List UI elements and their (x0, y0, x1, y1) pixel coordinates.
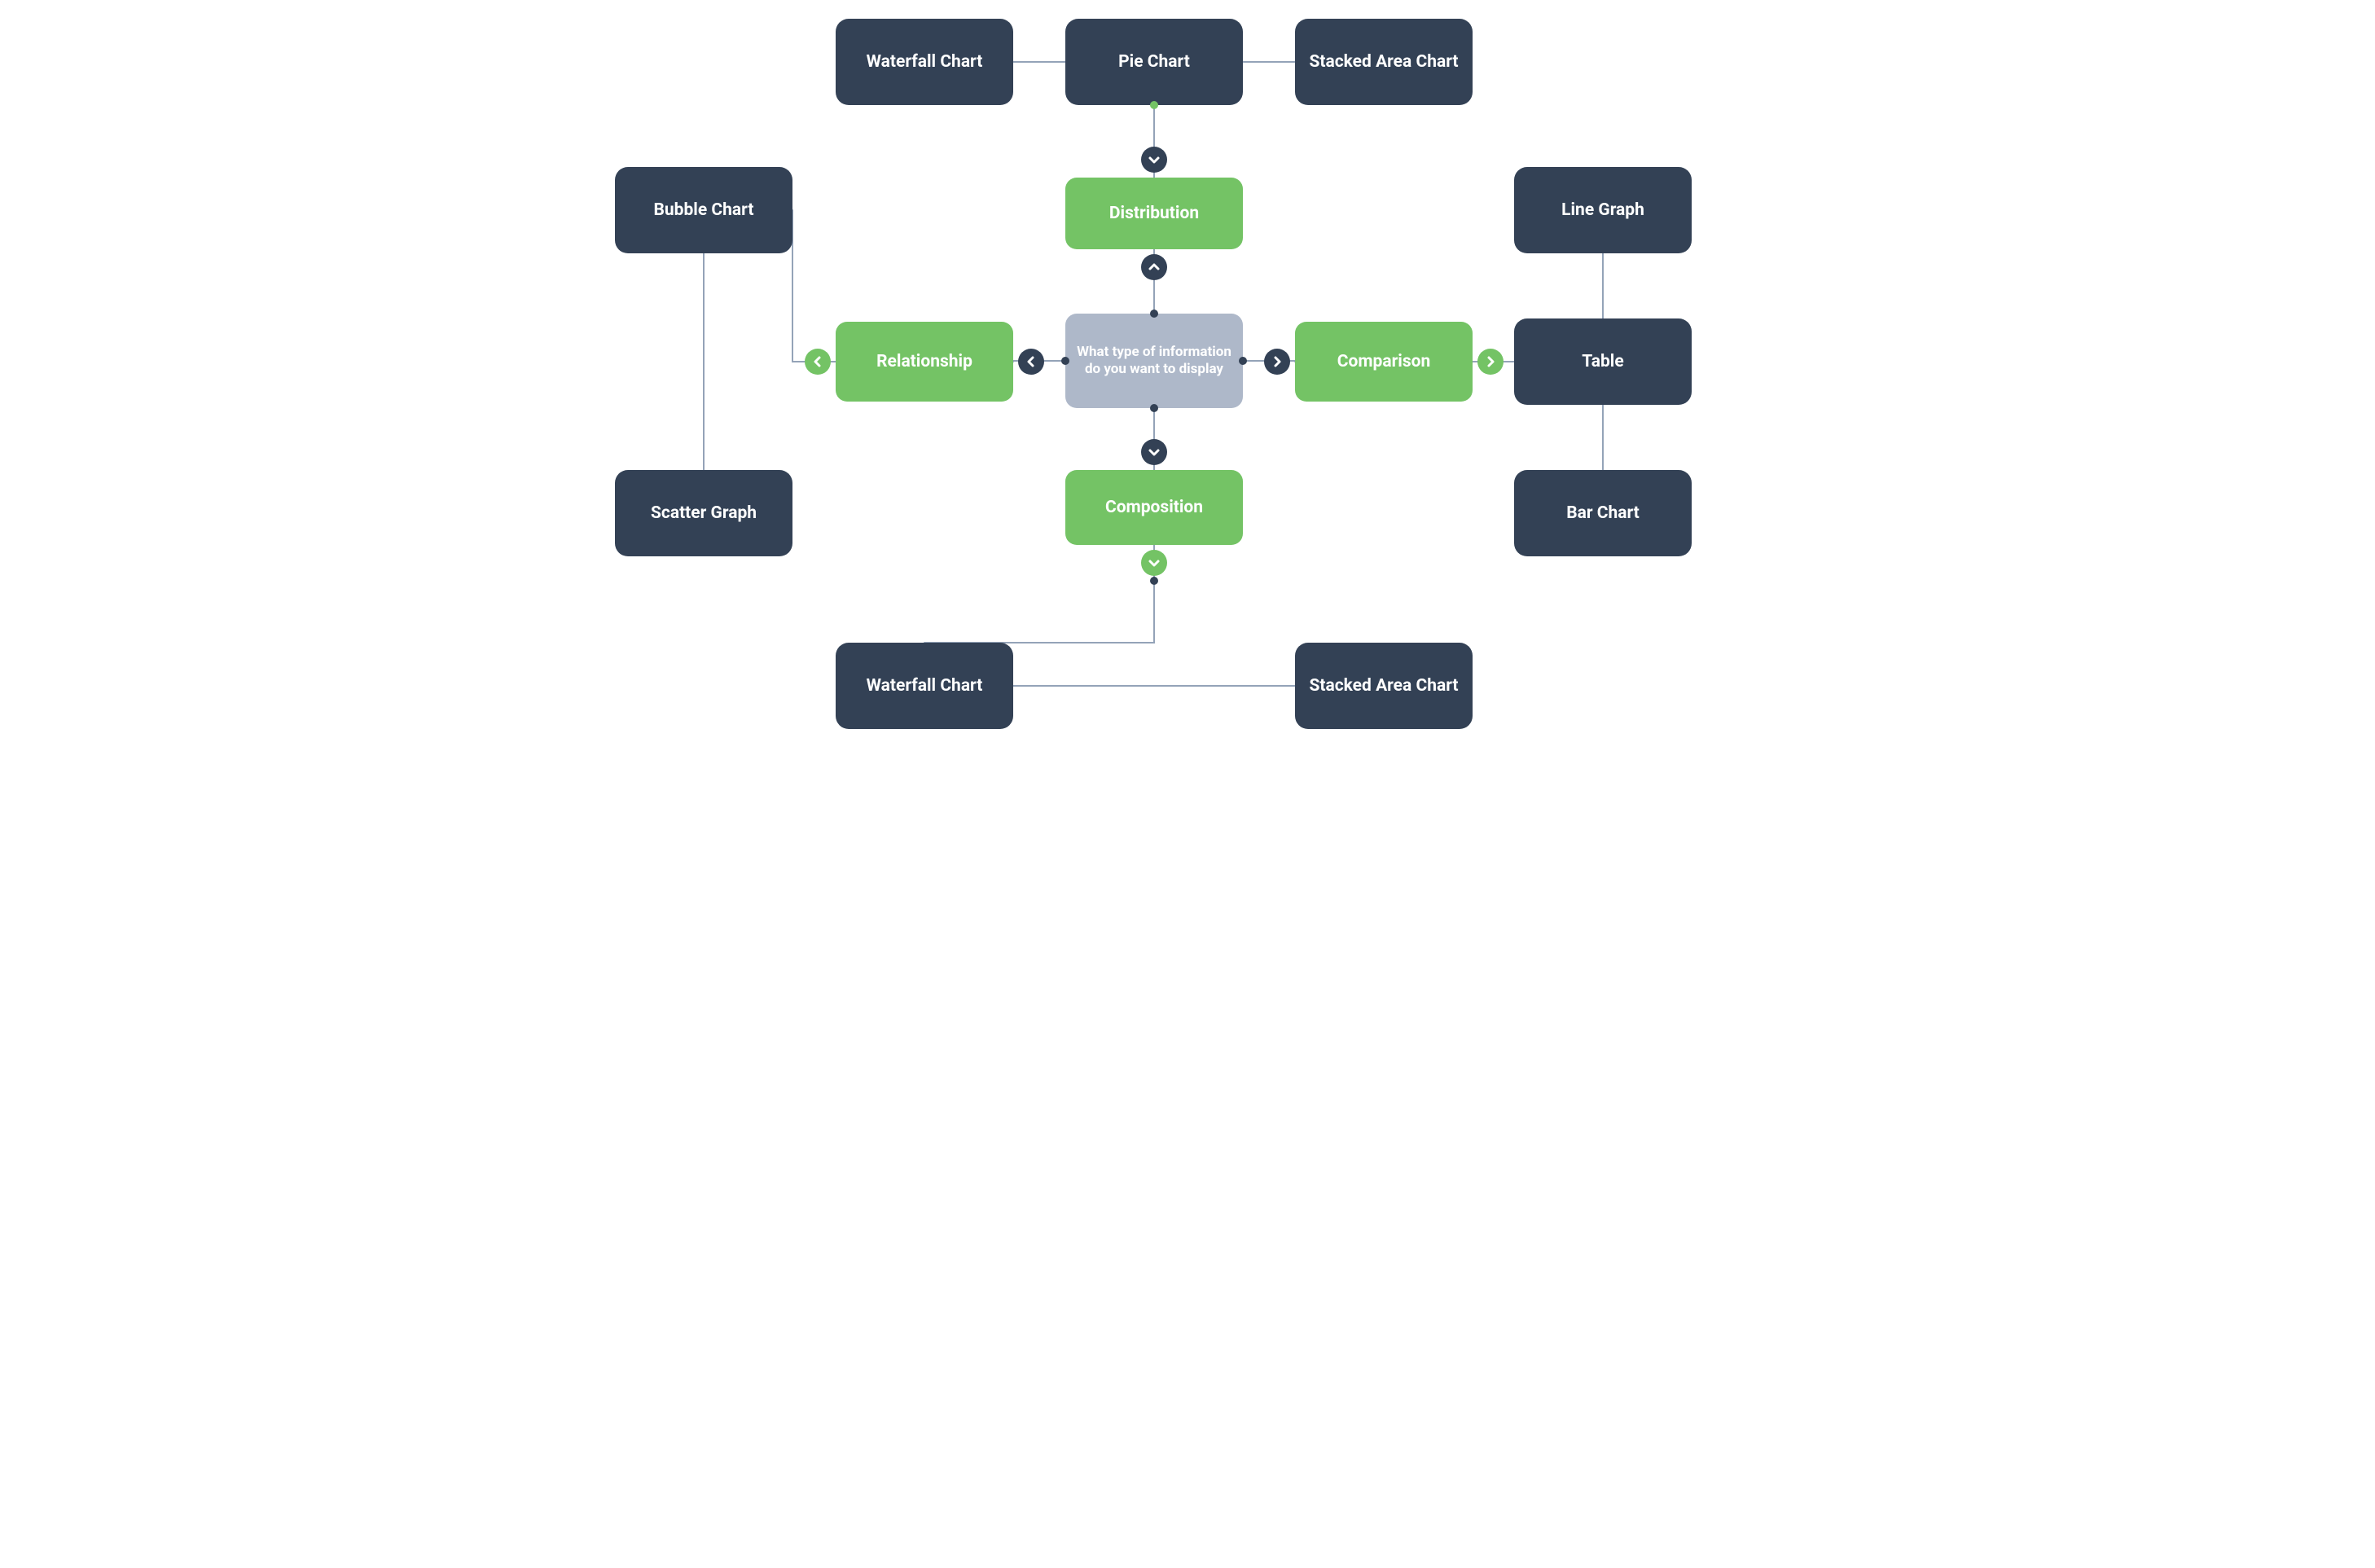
node-distribution: Distribution (1065, 178, 1243, 249)
node-waterfall_top: Waterfall Chart (836, 19, 1013, 105)
chart-selector-diagram: What type of information do you want to … (594, 0, 1781, 784)
node-line: Line Graph (1514, 167, 1692, 253)
chevron-down-icon (1141, 550, 1167, 576)
node-relationship: Relationship (836, 322, 1013, 402)
node-composition: Composition (1065, 470, 1243, 545)
node-pie: Pie Chart (1065, 19, 1243, 105)
node-comparison: Comparison (1295, 322, 1473, 402)
chevron-left-icon (1018, 349, 1044, 375)
chevron-down-icon (1141, 439, 1167, 465)
node-table: Table (1514, 318, 1692, 405)
node-stackedarea_top: Stacked Area Chart (1295, 19, 1473, 105)
chevron-up-icon (1141, 254, 1167, 280)
chevron-right-icon (1264, 349, 1290, 375)
chevron-left-icon (805, 349, 831, 375)
connector-dot (1150, 577, 1158, 585)
chevron-down-icon (1141, 147, 1167, 173)
node-waterfall_bot: Waterfall Chart (836, 643, 1013, 729)
chevron-right-icon (1477, 349, 1504, 375)
node-scatter: Scatter Graph (615, 470, 792, 556)
node-stackedarea_bot: Stacked Area Chart (1295, 643, 1473, 729)
node-center: What type of information do you want to … (1065, 314, 1243, 408)
node-bubble: Bubble Chart (615, 167, 792, 253)
node-bar: Bar Chart (1514, 470, 1692, 556)
